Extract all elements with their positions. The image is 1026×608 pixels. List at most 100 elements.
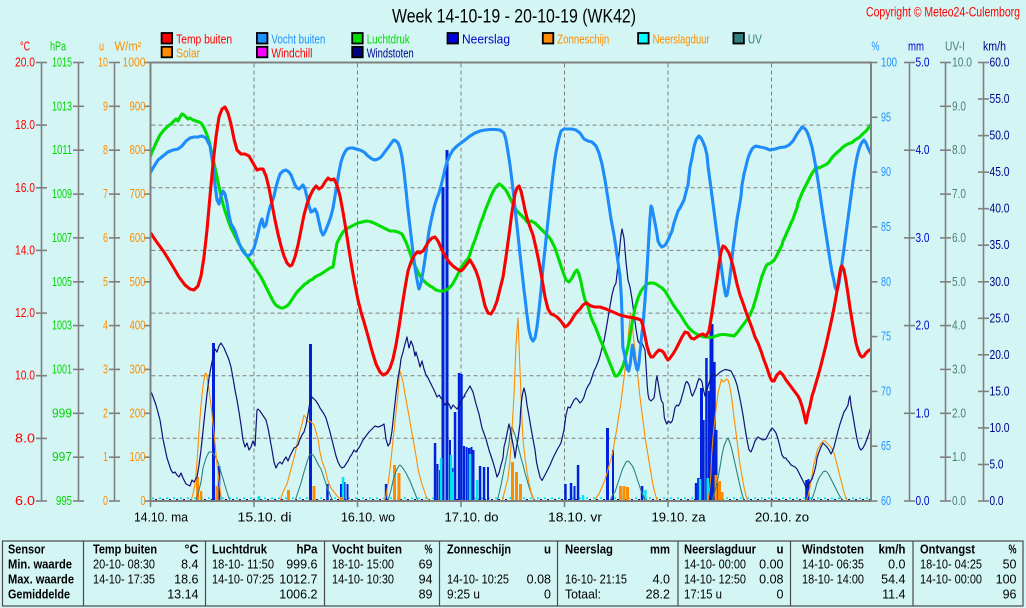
svg-text:60.0: 60.0 — [990, 56, 1010, 70]
svg-text:%: % — [1009, 543, 1017, 557]
svg-text:9.0: 9.0 — [952, 99, 966, 113]
svg-text:10.0: 10.0 — [952, 56, 972, 70]
svg-text:45.0: 45.0 — [990, 165, 1010, 179]
svg-text:200: 200 — [130, 406, 146, 420]
svg-text:1011: 1011 — [52, 143, 72, 157]
svg-text:°C: °C — [20, 40, 30, 54]
svg-text:Ontvangst: Ontvangst — [920, 543, 976, 557]
svg-text:900: 900 — [130, 99, 146, 113]
svg-text:100: 100 — [130, 450, 146, 464]
svg-text:0: 0 — [103, 494, 108, 508]
svg-text:15.10. di: 15.10. di — [238, 510, 292, 525]
svg-text:7: 7 — [103, 187, 108, 201]
svg-text:14.0: 14.0 — [15, 243, 35, 257]
svg-text:75: 75 — [881, 330, 891, 344]
svg-text:Zonneschijn: Zonneschijn — [557, 32, 609, 47]
svg-text:16-10- 21:15: 16-10- 21:15 — [565, 573, 627, 587]
svg-text:mm: mm — [650, 543, 670, 557]
svg-text:65: 65 — [881, 439, 891, 453]
svg-text:20.0: 20.0 — [15, 56, 35, 70]
svg-text:8.0: 8.0 — [15, 431, 35, 445]
svg-text:6.0: 6.0 — [15, 494, 35, 508]
svg-text:14-10- 10:25: 14-10- 10:25 — [447, 573, 509, 587]
svg-text:hPa: hPa — [297, 543, 319, 557]
svg-text:%: % — [425, 543, 433, 557]
svg-text:300: 300 — [130, 362, 146, 376]
svg-text:14-10- 17:35: 14-10- 17:35 — [93, 573, 155, 587]
svg-text:u: u — [544, 543, 551, 557]
svg-text:1007: 1007 — [52, 231, 72, 245]
svg-text:W/m²: W/m² — [115, 40, 142, 54]
svg-text:Windstoten: Windstoten — [802, 543, 864, 557]
svg-text:UV: UV — [748, 32, 762, 47]
svg-text:1000: 1000 — [123, 56, 146, 70]
svg-text:Min. waarde: Min. waarde — [8, 558, 72, 572]
svg-text:0.0: 0.0 — [990, 494, 1004, 508]
svg-text:14-10- 00:00: 14-10- 00:00 — [920, 573, 982, 587]
svg-text:0.0: 0.0 — [916, 494, 930, 508]
svg-text:6.0: 6.0 — [952, 231, 966, 245]
svg-text:80: 80 — [881, 275, 891, 289]
svg-text:1001: 1001 — [52, 362, 72, 376]
svg-text:95: 95 — [881, 110, 891, 124]
svg-text:700: 700 — [130, 187, 146, 201]
svg-text:u: u — [99, 40, 104, 54]
svg-text:60: 60 — [881, 494, 891, 508]
svg-text:17:15 u: 17:15 u — [684, 588, 722, 602]
svg-text:28.2: 28.2 — [646, 588, 670, 602]
svg-text:Gemiddelde: Gemiddelde — [8, 588, 70, 602]
svg-text:17.10. do: 17.10. do — [445, 510, 499, 525]
svg-text:600: 600 — [130, 231, 146, 245]
svg-text:30.0: 30.0 — [990, 275, 1010, 289]
svg-text:Solar: Solar — [176, 45, 201, 60]
svg-text:Week 14-10-19 - 20-10-19 (WK42: Week 14-10-19 - 20-10-19 (WK42) — [392, 6, 636, 27]
svg-text:20.0: 20.0 — [990, 348, 1010, 362]
svg-text:995: 995 — [56, 494, 72, 508]
svg-text:km/h: km/h — [983, 40, 1006, 54]
svg-text:0: 0 — [141, 494, 146, 508]
svg-text:20-10- 08:30: 20-10- 08:30 — [93, 558, 155, 572]
svg-text:50.0: 50.0 — [990, 129, 1010, 143]
svg-text:69: 69 — [419, 558, 433, 572]
svg-text:19.10. za: 19.10. za — [652, 510, 707, 525]
svg-text:14-10- 06:35: 14-10- 06:35 — [802, 558, 864, 572]
svg-text:0.00: 0.00 — [759, 558, 783, 572]
svg-text:0.08: 0.08 — [527, 573, 551, 587]
svg-text:10.0: 10.0 — [15, 369, 35, 383]
svg-text:18.0: 18.0 — [15, 118, 35, 132]
svg-text:18-10- 11:50: 18-10- 11:50 — [212, 558, 274, 572]
svg-text:14-10- 00:00: 14-10- 00:00 — [684, 558, 746, 572]
svg-text:94: 94 — [419, 573, 433, 587]
svg-text:0.0: 0.0 — [952, 494, 966, 508]
svg-text:14-10- 12:50: 14-10- 12:50 — [684, 573, 746, 587]
svg-text:400: 400 — [130, 319, 146, 333]
svg-text:Vocht buiten: Vocht buiten — [332, 543, 402, 557]
svg-text:0: 0 — [777, 588, 784, 602]
svg-text:Temp buiten: Temp buiten — [93, 543, 157, 557]
svg-text:2.0: 2.0 — [916, 319, 930, 333]
svg-text:35.0: 35.0 — [990, 238, 1010, 252]
svg-text:Neerslag: Neerslag — [565, 543, 613, 557]
svg-text:11.4: 11.4 — [882, 588, 905, 602]
svg-text:5.0: 5.0 — [990, 458, 1004, 472]
svg-text:mm: mm — [908, 40, 924, 54]
svg-text:1006.2: 1006.2 — [279, 588, 317, 602]
svg-text:1015: 1015 — [52, 56, 72, 70]
svg-text:5.0: 5.0 — [952, 275, 966, 289]
svg-text:8.0: 8.0 — [952, 143, 966, 157]
svg-text:16.10. wo: 16.10. wo — [341, 510, 395, 525]
svg-text:55.0: 55.0 — [990, 92, 1010, 106]
svg-text:7.0: 7.0 — [952, 187, 966, 201]
svg-text:UV-I: UV-I — [945, 40, 965, 54]
svg-text:18-10- 15:00: 18-10- 15:00 — [332, 558, 394, 572]
svg-text:Neerslagduur: Neerslagduur — [653, 32, 710, 47]
svg-text:1009: 1009 — [52, 187, 72, 201]
svg-text:5: 5 — [103, 275, 108, 289]
svg-text:4.0: 4.0 — [952, 319, 966, 333]
svg-text:Windchill: Windchill — [271, 45, 312, 60]
svg-text:4: 4 — [103, 319, 108, 333]
svg-text:50: 50 — [1003, 558, 1017, 572]
svg-text:100: 100 — [881, 56, 897, 70]
svg-text:999: 999 — [52, 406, 72, 420]
svg-text:18-10- 14:00: 18-10- 14:00 — [802, 573, 864, 587]
